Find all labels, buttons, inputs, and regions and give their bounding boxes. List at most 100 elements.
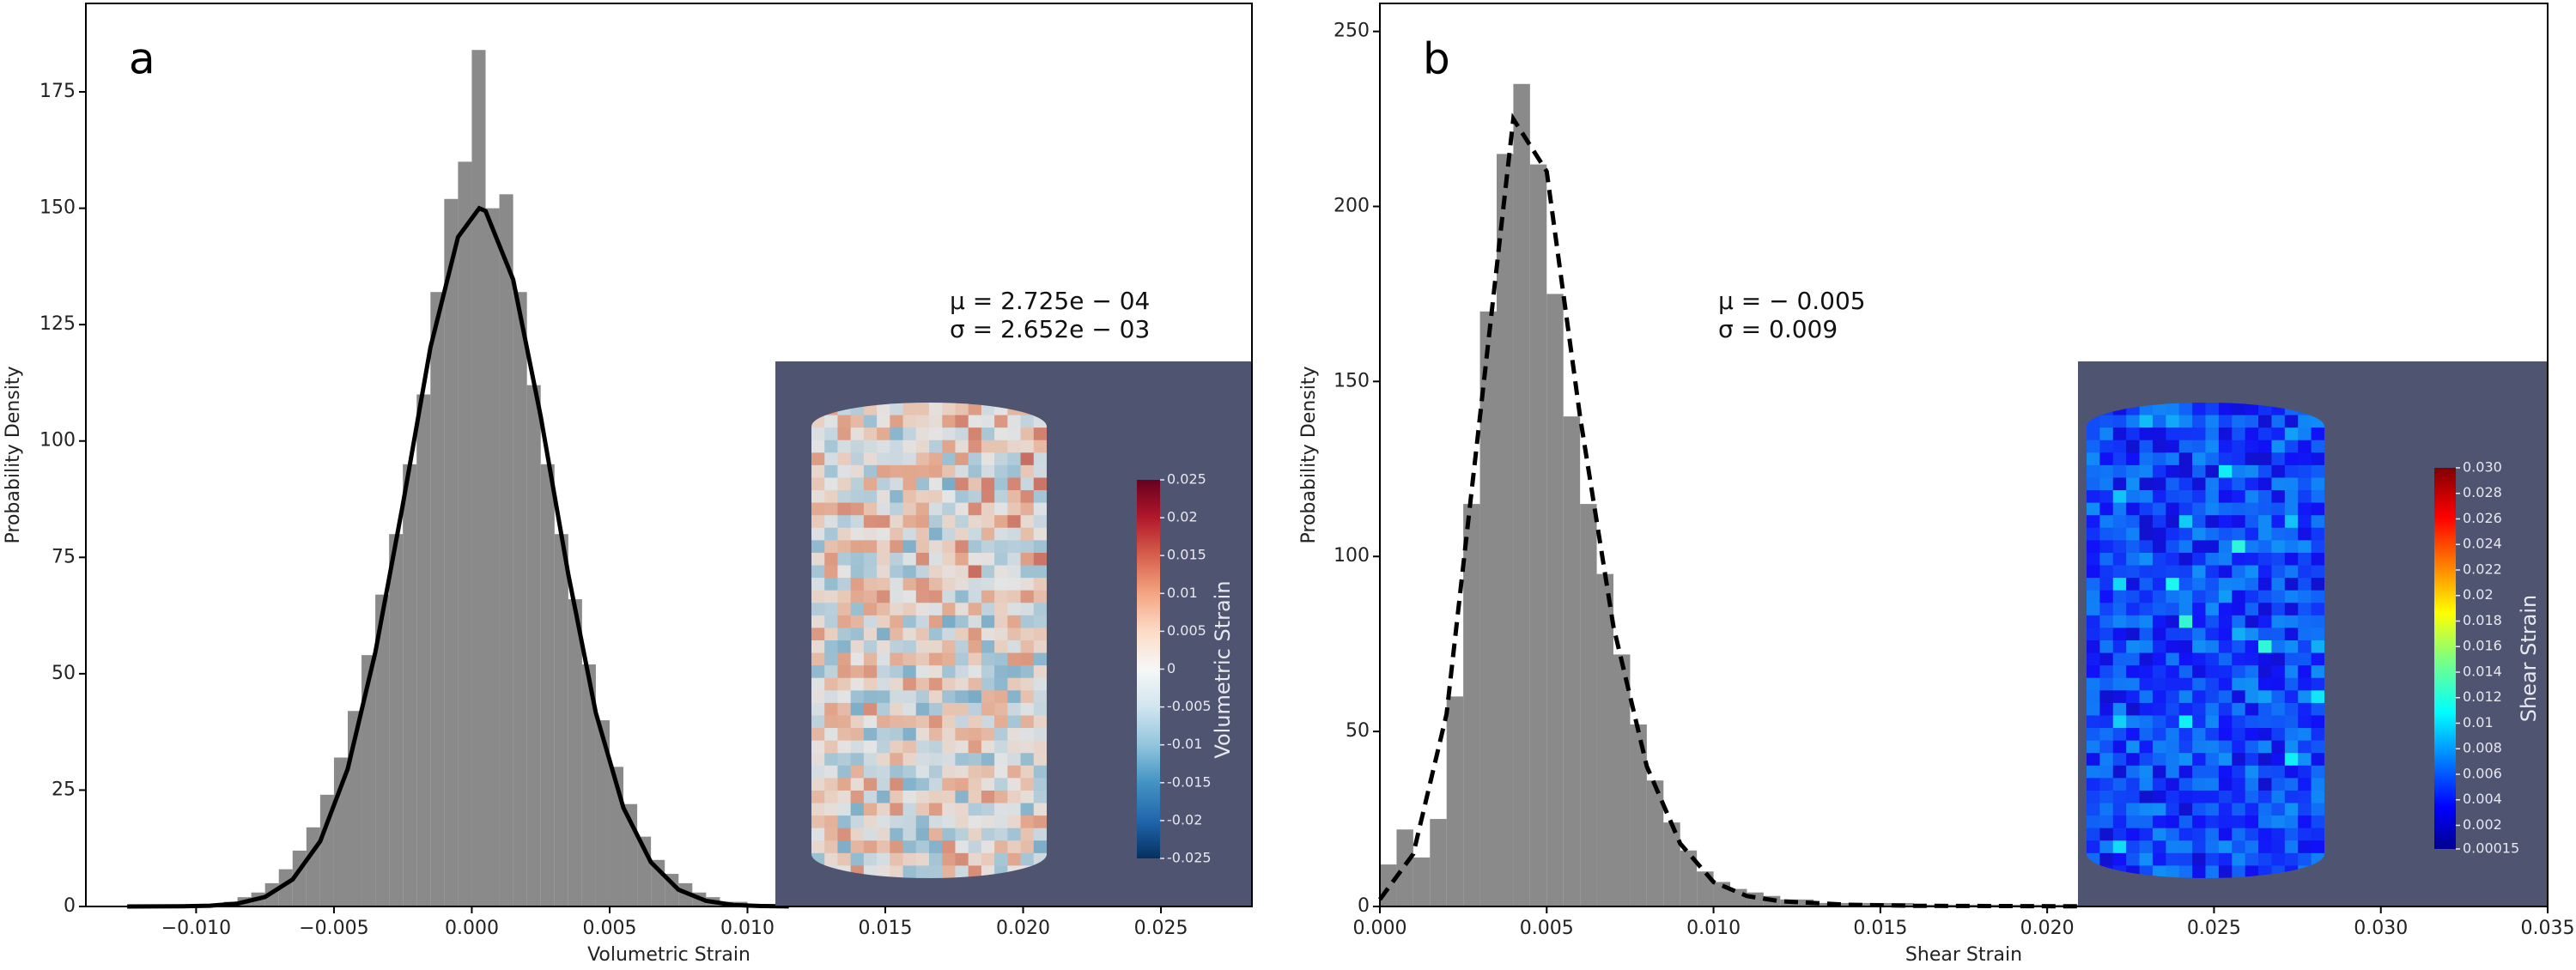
cylinder-cell — [1020, 590, 1035, 603]
histogram-bar — [581, 664, 596, 906]
cylinder-cell — [2232, 728, 2246, 742]
cylinder-cell — [2258, 552, 2273, 567]
cylinder-cell — [2099, 440, 2114, 453]
cylinder-cell — [2112, 790, 2127, 804]
cylinder-cell — [2232, 403, 2246, 416]
cylinder-cell — [2218, 740, 2233, 754]
cylinder-cell — [968, 753, 982, 767]
cylinder-cell — [2166, 590, 2180, 603]
cylinder-cell — [2271, 803, 2286, 816]
cylinder-cell — [837, 477, 852, 491]
x-tick-label: 0.000 — [445, 918, 499, 939]
cylinder-cell — [955, 590, 969, 603]
cylinder-cell — [2245, 728, 2259, 742]
cylinder-cell — [850, 840, 865, 854]
cylinder-cell — [1020, 603, 1035, 616]
cylinder-cell — [2258, 627, 2273, 641]
histogram-bar — [1479, 311, 1497, 906]
cylinder-cell — [2139, 715, 2154, 729]
cylinder-cell — [2192, 578, 2207, 591]
cylinder-cell — [2218, 753, 2233, 767]
cylinder-cell — [890, 702, 904, 717]
cylinder-cell — [955, 715, 969, 729]
cylinder-cell — [1007, 740, 1022, 754]
cylinder-cell — [955, 415, 969, 428]
cylinder-cell — [2126, 590, 2141, 603]
cylinder-cell — [2298, 652, 2312, 666]
cylinder-cell — [942, 715, 957, 729]
cylinder-cell — [2205, 852, 2220, 867]
cylinder-cell — [915, 715, 930, 729]
cylinder-cell — [1007, 815, 1022, 829]
cylinder-cell — [2205, 803, 2220, 816]
cylinder-cell — [929, 627, 943, 641]
cylinder-cell — [2218, 840, 2233, 854]
cylinder-cell — [2192, 715, 2207, 729]
y-tick-label: 150 — [1334, 370, 1370, 391]
cylinder-cell — [2178, 515, 2193, 529]
cylinder-cell — [811, 803, 825, 816]
cylinder-cell — [837, 753, 852, 767]
cylinder-cell — [811, 515, 825, 529]
cylinder-cell — [2126, 715, 2141, 729]
cylinder-cell — [955, 765, 969, 779]
cylinder-cell — [2112, 603, 2127, 616]
cylinder-cell — [2178, 640, 2193, 654]
cylinder — [2087, 403, 2324, 879]
cylinder-cell — [968, 515, 982, 529]
cylinder-cell — [2298, 728, 2312, 742]
cylinder-cell — [955, 815, 969, 829]
cylinder-cell — [850, 502, 865, 516]
x-tick-label: 0.025 — [2187, 918, 2241, 939]
cylinder-cell — [2192, 552, 2207, 567]
cylinder-cell — [2258, 715, 2273, 729]
cylinder-cell — [2271, 452, 2286, 466]
cylinder-cell — [2271, 765, 2286, 779]
cylinder-cell — [902, 815, 917, 829]
cylinder-cell — [2271, 464, 2286, 479]
cylinder-cell — [994, 452, 1008, 466]
cylinder-cell — [2166, 427, 2180, 441]
cylinder-cell — [2152, 753, 2166, 767]
cylinder-cell — [2205, 665, 2220, 679]
cylinder-cell — [824, 652, 839, 666]
cylinder-cell — [1007, 715, 1022, 729]
cylinder-cell — [2298, 715, 2312, 729]
cylinder-cell — [837, 427, 852, 441]
cylinder-cell — [981, 765, 995, 779]
cylinder-cell — [2087, 728, 2100, 742]
cylinder-cell — [863, 665, 878, 679]
cylinder-cell — [981, 790, 995, 804]
cylinder-cell — [2218, 452, 2233, 466]
cylinder-cell — [1020, 740, 1035, 754]
y-tick-label: 50 — [1346, 720, 1370, 742]
cylinder-cell — [2298, 753, 2312, 767]
cylinder-cell — [2099, 828, 2114, 841]
cylinder-cell — [2298, 665, 2312, 679]
cylinder-cell — [1020, 427, 1035, 441]
cylinder-cell — [2112, 502, 2127, 516]
cylinder-cell — [942, 615, 957, 629]
cylinder-cell — [2232, 464, 2246, 479]
cylinder-cell — [2166, 840, 2180, 854]
cylinder-cell — [929, 652, 943, 666]
cylinder-cell — [2218, 440, 2233, 453]
cylinder-cell — [2087, 815, 2100, 829]
cylinder-cell — [968, 852, 982, 867]
cylinder-cell — [994, 728, 1008, 742]
cylinder-cell — [1033, 640, 1047, 654]
histogram-bar — [471, 50, 486, 906]
histogram-bar — [430, 292, 445, 906]
cylinder-cell — [2166, 603, 2180, 616]
colorbar-tick-label: 0.018 — [2463, 612, 2502, 628]
cylinder-cell — [2245, 440, 2259, 453]
cylinder-cell — [877, 753, 890, 767]
cylinder-cell — [2099, 702, 2114, 717]
cylinder-cell — [2139, 440, 2154, 453]
cylinder-cell — [890, 640, 904, 654]
cylinder-cell — [2152, 778, 2166, 791]
cylinder-cell — [915, 403, 930, 416]
cylinder-cell — [981, 527, 995, 541]
cylinder-cell — [2258, 578, 2273, 591]
cylinder-cell — [2178, 740, 2193, 754]
